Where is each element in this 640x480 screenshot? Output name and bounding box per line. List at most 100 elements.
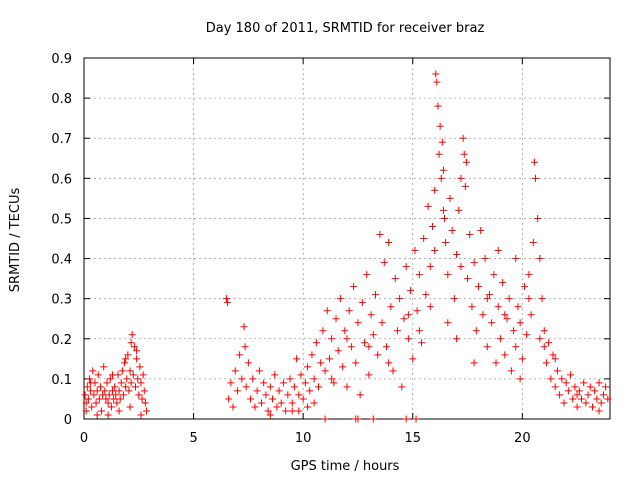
- data-point: [271, 371, 279, 379]
- data-point: [567, 371, 575, 379]
- data-point: [312, 339, 320, 347]
- data-point: [380, 259, 388, 267]
- data-point: [466, 230, 474, 238]
- data-point: [288, 407, 296, 415]
- data-point: [83, 383, 91, 391]
- grid-lines: [84, 58, 610, 419]
- data-point: [367, 311, 375, 319]
- data-point: [284, 391, 292, 399]
- data-point: [108, 387, 116, 395]
- data-point: [126, 403, 134, 411]
- data-point: [137, 411, 145, 419]
- data-point: [382, 343, 390, 351]
- data-point: [107, 403, 115, 411]
- data-point: [512, 343, 520, 351]
- data-point: [483, 295, 491, 303]
- data-point: [453, 335, 461, 343]
- data-point: [518, 355, 526, 363]
- data-point: [420, 235, 428, 242]
- x-tick-label: 0: [80, 431, 88, 446]
- data-point: [266, 383, 274, 391]
- data-point: [356, 391, 364, 399]
- data-point: [106, 375, 114, 383]
- data-point: [553, 367, 561, 375]
- data-point: [119, 391, 127, 399]
- data-point: [290, 383, 298, 391]
- data-point: [501, 311, 509, 319]
- data-point: [136, 363, 144, 371]
- data-point: [102, 395, 110, 403]
- data-point: [431, 186, 439, 194]
- data-point: [325, 355, 333, 363]
- data-point: [385, 239, 393, 247]
- data-point: [127, 379, 135, 387]
- data-point: [404, 335, 412, 343]
- data-point: [505, 295, 513, 303]
- data-point: [538, 295, 546, 303]
- data-point: [104, 411, 112, 419]
- data-point: [547, 375, 555, 383]
- data-point: [464, 275, 472, 283]
- data-point: [412, 415, 420, 423]
- data-point: [459, 134, 467, 142]
- axis-ticks: 0 0.1 0.2 0.3 0.4 0.5 0.6 0.7 0.8 0.9 0 5 10 15 20: [51, 52, 610, 446]
- data-point: [525, 271, 533, 279]
- data-point: [293, 355, 301, 363]
- data-point: [446, 194, 454, 202]
- y-tick-label: 0.5: [51, 212, 72, 227]
- data-point: [521, 283, 529, 291]
- data-point: [431, 247, 439, 255]
- data-point: [564, 387, 572, 395]
- data-point: [304, 363, 312, 371]
- data-point: [413, 307, 421, 315]
- x-tick-label: 15: [404, 431, 421, 446]
- data-point: [439, 206, 447, 214]
- data-point: [418, 339, 426, 347]
- data-point: [122, 383, 130, 391]
- data-point: [141, 399, 149, 407]
- data-point: [317, 359, 325, 367]
- data-point: [118, 367, 126, 375]
- data-point: [481, 255, 489, 263]
- data-point: [132, 383, 140, 391]
- data-point: [135, 391, 143, 399]
- data-point: [129, 371, 137, 379]
- data-point: [573, 391, 581, 399]
- data-point: [562, 379, 570, 387]
- data-point: [125, 387, 133, 395]
- data-point: [258, 399, 266, 407]
- data-point: [434, 102, 442, 110]
- data-point: [253, 387, 261, 395]
- data-point: [122, 355, 130, 363]
- data-point: [393, 327, 401, 335]
- data-point: [595, 379, 603, 387]
- data-point: [98, 407, 106, 415]
- x-tick-label: 5: [189, 431, 197, 446]
- data-point: [87, 379, 95, 387]
- data-point: [531, 174, 539, 182]
- data-point: [133, 355, 141, 363]
- data-point: [124, 351, 132, 359]
- data-point: [111, 383, 119, 391]
- data-point: [277, 399, 285, 407]
- data-point: [371, 291, 379, 299]
- data-point: [588, 403, 596, 411]
- plot-frame: [83, 57, 611, 420]
- data-point: [529, 239, 537, 247]
- data-point: [411, 247, 419, 255]
- data-point: [494, 247, 502, 255]
- chart-title: Day 180 of 2011, SRMTID for receiver bra…: [206, 21, 485, 36]
- data-point: [599, 391, 607, 399]
- x-tick-label: 10: [295, 431, 312, 446]
- data-point: [310, 375, 318, 383]
- data-point: [436, 122, 444, 130]
- data-point: [332, 315, 340, 323]
- data-point: [470, 259, 478, 267]
- data-point: [315, 383, 323, 391]
- data-point: [530, 158, 538, 166]
- data-point: [470, 359, 478, 367]
- data-point: [441, 214, 449, 222]
- data-point: [580, 379, 588, 387]
- data-point: [352, 359, 360, 367]
